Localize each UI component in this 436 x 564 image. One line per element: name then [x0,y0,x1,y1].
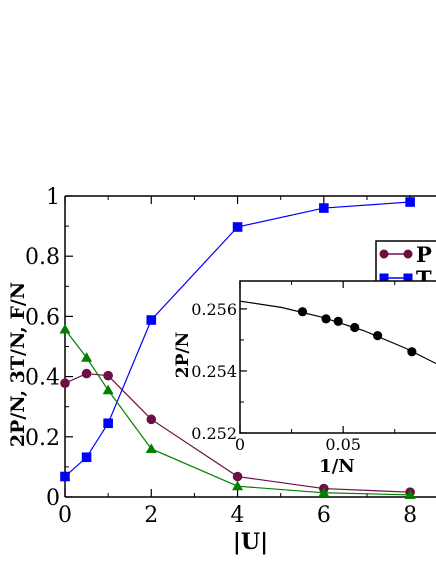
x-tick-label: 8 [403,503,417,528]
y-tick-label: 0 [46,486,60,511]
data-point-T [81,452,92,463]
data-point-F [145,443,157,453]
data-point-F [102,384,114,395]
inset-x-axis-title: 1/N [319,456,355,477]
data-point-F [404,489,416,500]
legend-label-P: P [416,242,432,267]
inset-data-point [297,307,308,317]
data-point-T [319,203,329,213]
inset-x-tick-label: 0 [235,435,245,454]
data-point-P [103,370,113,381]
legend-marker-P [403,249,413,259]
inset-y-tick-label: 0.256 [191,300,237,319]
y-tick-label: 1 [46,185,60,210]
data-point-T [103,418,113,429]
y-tick-label: 0.4 [25,366,60,391]
data-point-F [232,480,244,491]
inset-data-point [333,316,343,326]
y-tick-label: 0.2 [25,426,60,451]
x-tick-label: 6 [317,503,331,528]
legend-marker-T [379,273,389,283]
inset-data-point [407,347,417,357]
inset-frame [239,280,436,434]
data-point-F [81,352,93,362]
y-tick-label: 0.8 [25,245,60,270]
inset-plot: 0 0.05 0.252 0.254 0.256 1/N 2P/N [173,280,436,477]
inset-y-tick-label: 0.254 [191,362,237,381]
x-tick-label: 4 [231,503,245,528]
y-axis-title: 2P/N, 3T/N, F/N [7,282,29,447]
data-point-T [60,471,70,482]
data-point-T [405,197,415,207]
data-point-P [60,378,70,389]
inset-x-tick-label: 0.05 [325,435,361,454]
x-tick-label: 2 [144,503,158,528]
x-axis-title: |U| [233,529,268,555]
legend-marker-P [379,249,389,259]
data-point-F [59,323,71,334]
y-tick-label: 0.6 [25,305,60,330]
data-point-P [146,414,157,425]
x-tick-label: 0 [58,503,72,528]
inset-data-point [373,330,383,341]
data-point-T [146,315,157,325]
data-point-F [318,487,330,497]
data-point-T [232,222,243,232]
data-point-P [232,471,243,482]
inset-y-tick-label: 0.252 [191,424,237,443]
legend-marker-T [403,273,413,283]
data-point-P [81,368,92,379]
inset-data-point [321,314,331,324]
inset-data-point [350,322,360,333]
inset-y-axis-title: 2P/N [173,332,193,378]
